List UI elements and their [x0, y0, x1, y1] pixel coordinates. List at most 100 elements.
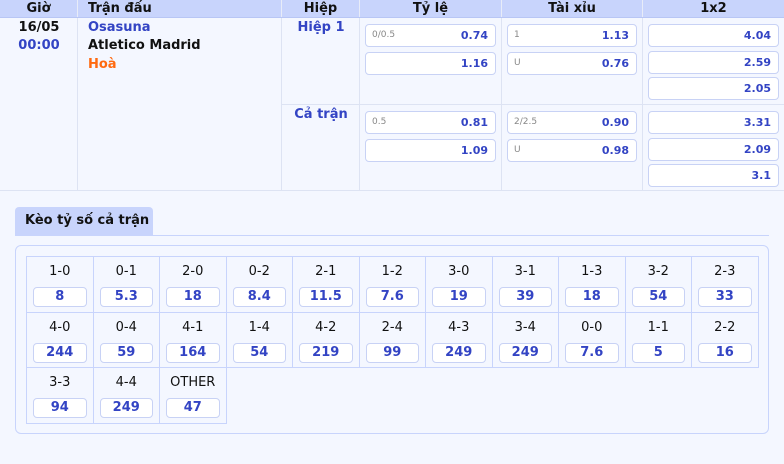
odds-button[interactable]: 0.5 0.81: [365, 111, 496, 134]
score-cell: 2-2 16: [692, 312, 759, 368]
score-odds-button[interactable]: 18: [166, 287, 220, 307]
score-label: 3-3: [49, 375, 71, 390]
score-odds-button[interactable]: 33: [698, 287, 752, 307]
score-odds-button[interactable]: 5: [631, 342, 685, 363]
odds-button[interactable]: 2.05: [648, 77, 779, 100]
score-label: 1-3: [581, 264, 603, 279]
odds-button[interactable]: 4.04: [648, 24, 779, 47]
odds-button[interactable]: 0/0.5 0.74: [365, 24, 496, 47]
score-cell: 1-3 18: [559, 257, 626, 313]
col-1x2: 1x2: [700, 1, 727, 16]
score-odds-button[interactable]: 8: [33, 287, 87, 307]
odds-value: 0.81: [460, 116, 488, 129]
score-label: 2-2: [714, 319, 736, 335]
score-cell: 2-4 99: [359, 312, 426, 368]
odds-button[interactable]: 3.1: [648, 164, 779, 187]
score-odds-button[interactable]: 54: [232, 342, 286, 363]
score-cell: 3-2 54: [625, 257, 692, 313]
odds-button[interactable]: 2.09: [648, 137, 779, 161]
odds-value: 2.05: [743, 82, 771, 95]
odds-button[interactable]: 1.09: [365, 139, 496, 162]
away-team[interactable]: Atletico Madrid: [88, 38, 201, 53]
score-odds-button[interactable]: 39: [498, 287, 552, 307]
score-label: 4-0: [49, 319, 71, 335]
score-odds-button[interactable]: 54: [631, 287, 685, 307]
score-label: 2-4: [381, 319, 403, 335]
odds-value: 0.74: [460, 29, 488, 42]
odds-value: 2.59: [743, 55, 771, 69]
score-label: 2-3: [714, 264, 736, 279]
score-label: 4-3: [448, 319, 470, 335]
odds-button[interactable]: U 0.76: [507, 52, 637, 75]
odds-button[interactable]: 1 1.13: [507, 24, 637, 47]
score-label: 1-2: [381, 264, 403, 279]
score-odds-button[interactable]: 7.6: [565, 342, 619, 363]
score-odds-button[interactable]: 8.4: [232, 287, 286, 307]
score-label: 0-1: [115, 264, 137, 279]
score-cell: 0-1 5.3: [93, 257, 160, 313]
score-odds-button[interactable]: 244: [33, 342, 87, 363]
odds-value: 0.98: [601, 144, 629, 157]
ou-line: 1: [514, 30, 520, 40]
score-odds-button[interactable]: 18: [565, 287, 619, 307]
divider: [282, 104, 784, 105]
odds-button[interactable]: 1.16: [365, 52, 496, 75]
score-odds-button[interactable]: 99: [365, 342, 419, 363]
score-odds-button[interactable]: 47: [166, 398, 220, 418]
handicap-line: 0/0.5: [372, 30, 396, 40]
tab-correct-score[interactable]: Kèo tỷ số cả trận: [15, 207, 153, 236]
odds-value: 2.09: [743, 142, 771, 156]
score-cell: 0-0 7.6: [559, 312, 626, 368]
under-label: U: [514, 58, 521, 68]
draw-label: Hoà: [88, 57, 117, 72]
score-cell: 1-1 5: [625, 312, 692, 368]
col-overunder: Tài xỉu: [502, 0, 643, 17]
odds-value: 0.76: [601, 57, 629, 70]
score-label: 1-1: [647, 319, 669, 335]
score-cell: 4-3 249: [426, 312, 493, 368]
score-odds-button[interactable]: 11.5: [299, 287, 353, 307]
score-cell: 3-1 39: [492, 257, 559, 313]
odds-button[interactable]: 3.31: [648, 111, 779, 134]
score-cell: 4-4 249: [93, 368, 160, 424]
score-odds-button[interactable]: 94: [33, 398, 87, 418]
score-cell: 3-4 249: [492, 312, 559, 368]
match-time: 00:00: [18, 38, 60, 53]
score-odds-button[interactable]: 59: [99, 342, 153, 363]
home-team[interactable]: Osasuna: [88, 20, 151, 35]
odds-value: 1.09: [460, 144, 488, 157]
odds-value: 3.31: [743, 116, 771, 129]
score-label: 3-1: [514, 264, 536, 279]
score-odds-button[interactable]: 249: [99, 398, 153, 418]
odds-button[interactable]: 2.59: [648, 50, 779, 74]
score-odds-button[interactable]: 16: [698, 342, 752, 363]
score-label: 4-2: [315, 319, 337, 335]
divider: [15, 235, 769, 236]
score-odds-button[interactable]: 249: [498, 342, 552, 363]
col-handicap: Tỷ lệ: [360, 0, 502, 17]
score-cell: 1-0 8: [27, 257, 94, 313]
score-cell: 4-2 219: [293, 312, 360, 368]
odds-button[interactable]: 2/2.5 0.90: [507, 111, 637, 134]
score-label: 3-2: [647, 264, 669, 279]
score-label: 2-0: [182, 264, 204, 279]
score-odds-button[interactable]: 5.3: [99, 287, 153, 307]
period-label: Cả trận: [294, 107, 348, 122]
score-odds-button[interactable]: 7.6: [365, 287, 419, 307]
divider: [281, 18, 282, 191]
odds-value: 1.16: [460, 57, 488, 70]
score-cell: OTHER 47: [160, 368, 227, 424]
score-odds-button[interactable]: 249: [432, 342, 486, 363]
score-odds-button[interactable]: 219: [299, 342, 353, 363]
score-odds-button[interactable]: 19: [432, 287, 486, 307]
match-date: 16/05: [18, 20, 60, 35]
score-odds-button[interactable]: 164: [166, 342, 220, 363]
col-time: Giờ: [0, 0, 78, 17]
odds-button[interactable]: U 0.98: [507, 139, 637, 162]
score-label: 4-4: [115, 375, 137, 390]
score-label: OTHER: [170, 375, 216, 390]
score-label: 0-4: [115, 319, 137, 335]
under-label: U: [514, 145, 521, 155]
score-label: 2-1: [315, 264, 337, 279]
score-cell: 3-0 19: [426, 257, 493, 313]
